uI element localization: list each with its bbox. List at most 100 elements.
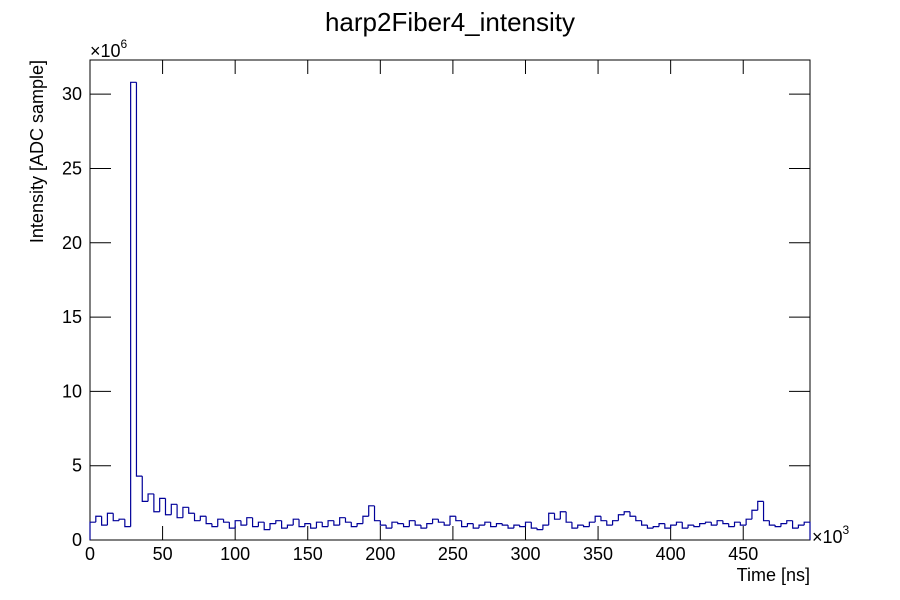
histogram-bin: [101, 516, 108, 526]
histogram-bin: [571, 522, 578, 529]
histogram-bin: [716, 520, 723, 526]
histogram-bin: [130, 81, 137, 527]
histogram-bin: [582, 525, 590, 528]
histogram-bin: [617, 514, 625, 521]
histogram-bin: [159, 497, 166, 512]
histogram-bin: [356, 523, 363, 527]
histogram-bin: [350, 522, 358, 528]
histogram-bin: [205, 516, 212, 525]
histogram-bin: [385, 525, 392, 529]
histogram-bin: [594, 515, 601, 523]
histogram-bin: [455, 516, 462, 522]
histogram-bin: [786, 520, 793, 524]
histogram-bin: [739, 522, 747, 526]
histogram-bin: [635, 516, 642, 522]
y-tick-label: 25: [62, 158, 82, 178]
histogram-bin: [228, 522, 236, 529]
x-tick-label: 400: [656, 544, 686, 564]
histogram-bin: [437, 519, 445, 523]
histogram-bin: [362, 515, 369, 524]
histogram-bin: [443, 522, 450, 526]
histogram-bin: [664, 523, 671, 529]
histogram-bin: [524, 521, 532, 527]
histogram-bin: [263, 522, 270, 531]
histogram-bin: [704, 521, 712, 524]
histogram-bin: [333, 520, 340, 526]
histogram-bin: [199, 515, 207, 521]
histogram-bin: [629, 511, 636, 517]
x-tick-label: 150: [293, 544, 323, 564]
histogram-bin: [426, 523, 433, 529]
histogram-bin: [530, 522, 538, 529]
histogram-bin: [193, 513, 201, 522]
histogram-bin: [559, 511, 567, 520]
histogram-bin: [652, 526, 660, 529]
x-axis-label: Time [ns]: [737, 565, 810, 585]
y-tick-label: 30: [62, 84, 82, 104]
histogram-bin: [339, 517, 346, 526]
x-tick-label: 250: [438, 544, 468, 564]
histogram-bin: [298, 519, 305, 528]
histogram-bin: [484, 521, 491, 526]
histogram-bin: [188, 507, 195, 514]
histogram-bin: [257, 521, 265, 527]
histogram-bin: [536, 528, 543, 531]
histogram-bin: [292, 518, 300, 526]
histogram-bin: [246, 517, 253, 526]
histogram-bin: [687, 524, 694, 529]
histogram-bin: [327, 520, 334, 527]
histogram-bin: [106, 512, 114, 526]
y-multiplier: ×106: [90, 37, 128, 61]
x-multiplier-exponent: 3: [843, 523, 850, 537]
histogram-bin: [431, 518, 439, 524]
x-tick-label: 200: [365, 544, 395, 564]
histogram-bin: [449, 515, 456, 526]
histogram-bin: [513, 524, 520, 529]
histogram-bin: [95, 515, 102, 523]
y-tick-label: 0: [72, 530, 82, 550]
histogram-bin: [803, 521, 811, 540]
x-tick-label: 0: [85, 544, 95, 564]
histogram-bin: [344, 517, 352, 523]
histogram-bin: [461, 520, 468, 528]
y-tick-label: 10: [62, 381, 82, 401]
x-tick-label: 300: [510, 544, 540, 564]
histogram-bin: [588, 521, 596, 527]
histogram-bin: [286, 524, 294, 529]
histogram-bin: [222, 519, 230, 523]
histogram-bin: [315, 521, 323, 529]
histogram-bin: [251, 517, 259, 528]
histogram-bin: [321, 522, 329, 528]
histogram-bin: [141, 476, 149, 502]
histogram-bin: [646, 525, 654, 529]
histogram-bin: [310, 523, 317, 529]
plot-frame: [89, 59, 811, 541]
histogram-bin: [135, 82, 143, 477]
histogram-bin: [507, 525, 514, 529]
histogram-bin: [681, 522, 689, 529]
histogram-bin: [774, 525, 781, 528]
histogram-bin: [170, 503, 178, 515]
histogram-bin: [397, 522, 404, 525]
histogram-bin: [768, 520, 776, 526]
histogram-bin: [600, 516, 607, 522]
x-tick-label: 450: [728, 544, 758, 564]
histogram-bin: [623, 511, 630, 515]
histogram-bin: [699, 523, 706, 527]
histogram-bin: [472, 523, 480, 529]
y-tick-label: 15: [62, 307, 82, 327]
histogram-bin: [751, 509, 758, 520]
histogram-bin: [153, 493, 160, 513]
histogram-bin: [757, 500, 764, 511]
histogram-bin: [368, 505, 375, 517]
histogram-bin: [420, 525, 427, 529]
histogram-bin: [501, 523, 509, 526]
histogram-bin: [164, 498, 172, 516]
y-multiplier-base: ×10: [90, 41, 121, 61]
histogram-bin: [797, 524, 805, 529]
x-tick-label: 350: [583, 544, 613, 564]
x-multiplier-base: ×10: [812, 527, 843, 547]
histogram-bin: [391, 521, 398, 529]
histogram-bin: [710, 522, 718, 526]
